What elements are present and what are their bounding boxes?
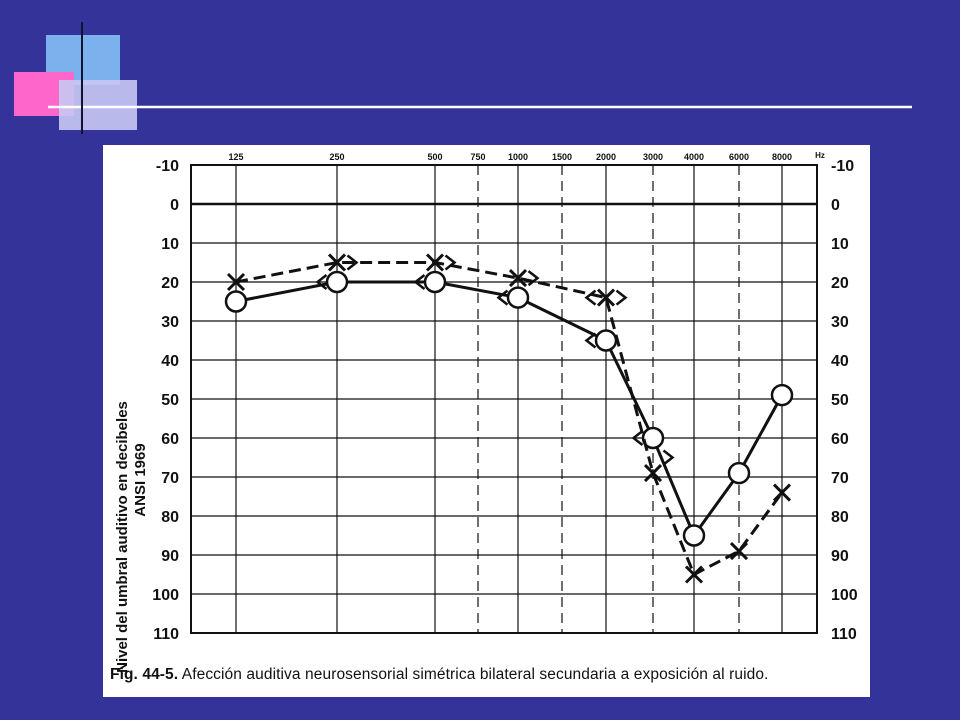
bone-marker-left: [315, 274, 328, 290]
y-tick-label-left: 10: [161, 236, 179, 253]
bone-marker-left: [631, 430, 644, 446]
x-tick-label: 125: [228, 152, 243, 162]
bone-marker-right: [527, 270, 540, 287]
x-tick-label: 6000: [729, 152, 749, 162]
caption-label: Fig. 44-5.: [110, 666, 179, 683]
x-tick-label: 1500: [552, 152, 572, 162]
x-tick-label: 1000: [508, 152, 528, 162]
data-point-circle: [727, 461, 751, 485]
y-tick-label-left: 100: [152, 587, 179, 604]
figure-caption: Fig. 44-5. Afección auditiva neurosensor…: [110, 666, 768, 684]
x-tick-label: 8000: [772, 152, 792, 162]
data-point-cross: [327, 253, 347, 272]
y-tick-label-left: 20: [161, 275, 179, 292]
tick-layer: -10 -10 0 0 10 10 20 20 30 30 40 40 50 50 60 60 70 70 80 80…: [152, 151, 858, 643]
y-tick-label-left: 80: [161, 509, 179, 526]
data-point-circle: [682, 524, 706, 547]
bone-marker-left: [584, 332, 597, 349]
bone-marker-right: [615, 289, 628, 306]
data-point-cross: [425, 253, 445, 272]
bone-marker-left: [496, 289, 509, 306]
data-point-circle: [224, 290, 248, 313]
data-point-cross: [643, 464, 663, 483]
y-tick-label-left: -10: [156, 158, 179, 175]
data-point-circle: [641, 426, 665, 450]
bone-marker-right: [444, 254, 457, 271]
deco-square-lavender: [59, 80, 137, 130]
data-point-circle: [423, 270, 447, 294]
y-tick-label-right: 30: [831, 314, 849, 331]
data-point-cross: [508, 269, 528, 288]
audiogram-chart: -10 -10 0 0 10 10 20 20 30 30 40 40 50 50 60 60 70 70 80 80…: [114, 151, 858, 673]
x-unit-label: Hz: [815, 151, 825, 160]
y-tick-label-right: 100: [831, 587, 858, 604]
x-tick-label: 500: [427, 152, 442, 162]
bone-marker-left: [413, 274, 426, 290]
y-tick-label-left: 70: [161, 470, 179, 487]
grid-layer: [190, 164, 818, 634]
bone-marker-right: [662, 449, 675, 466]
y-tick-label-left: 40: [161, 353, 179, 370]
y-tick-label-left: 60: [161, 431, 179, 448]
y-tick-label-right: 50: [831, 392, 849, 409]
y-tick-label-left: 50: [161, 392, 179, 409]
y-tick-label-right: 0: [831, 197, 840, 214]
data-point-circle: [594, 329, 618, 352]
y-tick-label-right: -10: [831, 158, 854, 175]
data-point-cross: [684, 565, 704, 584]
data-point-cross: [226, 272, 246, 292]
x-tick-label: 4000: [684, 152, 704, 162]
y-tick-label-left: 90: [161, 548, 179, 565]
data-point-cross: [729, 542, 749, 561]
x-tick-label: 2000: [596, 152, 616, 162]
y-tick-label-right: 10: [831, 236, 849, 253]
series-layer: [224, 253, 794, 584]
y-axis-label: Nivel del umbral auditivo en decibeles: [114, 401, 131, 673]
title-decoration: [14, 22, 912, 134]
y-tick-label-right: 40: [831, 353, 849, 370]
y-tick-label-right: 110: [831, 626, 857, 643]
x-tick-label: 750: [470, 152, 485, 162]
bone-marker-layer: [315, 254, 675, 466]
y-tick-label-left: 30: [161, 314, 179, 331]
y-tick-label-right: 70: [831, 470, 849, 487]
bone-marker-left: [584, 289, 597, 306]
y-tick-label-right: 90: [831, 548, 849, 565]
y-tick-label-right: 80: [831, 509, 849, 526]
x-tick-label: 250: [329, 152, 344, 162]
y-tick-label-right: 60: [831, 431, 849, 448]
data-point-circle: [506, 286, 530, 309]
audiogram-figure: -10 -10 0 0 10 10 20 20 30 30 40 40 50 50 60 60 70 70 80 80…: [103, 145, 870, 697]
data-point-cross: [772, 483, 792, 502]
bone-marker-right: [346, 254, 359, 271]
y-tick-label-left: 110: [153, 626, 179, 643]
series-line-crosses: [235, 261, 784, 576]
caption-text: Afección auditiva neurosensorial simétri…: [181, 666, 769, 683]
data-point-circle: [325, 270, 349, 294]
data-point-circle: [770, 383, 794, 407]
data-point-cross: [596, 288, 616, 307]
x-tick-label: 3000: [643, 152, 663, 162]
series-line-circles: [235, 280, 784, 537]
y-axis-label-standard: ANSI 1969: [132, 443, 149, 516]
y-tick-label-right: 20: [831, 275, 849, 292]
y-tick-label-left: 0: [170, 197, 179, 214]
